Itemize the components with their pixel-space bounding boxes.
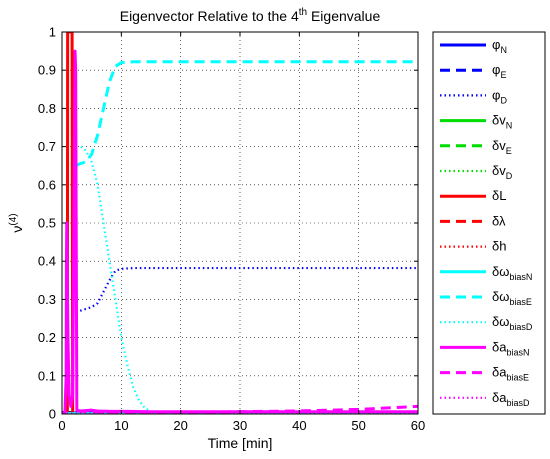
legend-label-4: δvE [492, 138, 512, 156]
legend-label-5: δvD [492, 163, 513, 181]
legend-label-base: δω [492, 264, 509, 279]
legend-label-base: δh [492, 239, 506, 254]
legend-label-12: δabiasN [492, 339, 529, 357]
legend-label-base: δω [492, 289, 509, 304]
legend-label-sub: biasE [509, 297, 532, 307]
legend-label-3: δvN [492, 113, 512, 131]
legend-label-1: φE [492, 62, 506, 80]
legend-label-base: φ [492, 87, 500, 102]
legend-box [432, 31, 546, 415]
legend-label-base: δa [492, 390, 507, 405]
x-tick-label: 30 [233, 418, 247, 433]
legend-label-sub: D [506, 171, 513, 181]
y-tick-label: 0.6 [38, 177, 56, 192]
legend-label-base: φ [492, 62, 500, 77]
legend-label-base: δv [492, 113, 506, 128]
y-tick-label: 0.9 [38, 63, 56, 78]
legend-label-base: φ [492, 37, 500, 52]
x-axis-label: Time [min] [208, 435, 273, 451]
legend-label-sub: biasD [509, 322, 533, 332]
legend-label-7: δλ [492, 213, 506, 228]
y-axis-label-base: ν [9, 226, 25, 233]
y-tick-label: 0.2 [38, 330, 56, 345]
legend-label-sub: D [500, 95, 507, 105]
legend-label-sub: biasN [509, 272, 532, 282]
legend-label-sub: E [506, 146, 512, 156]
legend-label-10: δωbiasE [492, 289, 532, 307]
legend-label-base: δv [492, 163, 506, 178]
chart-title: Eigenvector Relative to the 4th Eigenval… [120, 7, 381, 24]
legend-label-9: δωbiasN [492, 264, 532, 282]
legend: φNφEφDδvNδvEδvDδLδλδhδωbiasNδωbiasEδωbia… [432, 31, 546, 415]
x-tick-label: 40 [292, 418, 306, 433]
legend-label-14: δabiasD [492, 390, 530, 408]
legend-label-base: δa [492, 339, 507, 354]
legend-label-8: δh [492, 239, 506, 254]
legend-label-13: δabiasE [492, 365, 529, 383]
y-axis-label-sup: (4) [8, 213, 19, 225]
legend-label-0: φN [492, 37, 507, 55]
legend-label-base: δL [492, 188, 506, 203]
y-tick-label: 0 [49, 407, 56, 422]
legend-label-base: δω [492, 314, 509, 329]
grid-lines [62, 32, 418, 414]
series-line-10 [75, 60, 418, 168]
legend-label-sub: biasD [506, 398, 530, 408]
legend-label-base: δv [492, 138, 506, 153]
x-tick-label: 50 [351, 418, 365, 433]
x-tick-label: 10 [114, 418, 128, 433]
chart-title-suffix: Eigenvalue [307, 8, 380, 24]
y-tick-label: 0.3 [38, 292, 56, 307]
legend-label-sub: E [500, 70, 506, 80]
legend-label-2: φD [492, 87, 507, 105]
y-tick-label: 0.7 [38, 139, 56, 154]
axis-ticks: 0 10 20 30 40 50 60 0 0.1 0.2 0.3 0.4 0.5 0.6 0.7 0.8 0.… [38, 25, 425, 434]
x-tick-label: 60 [411, 418, 425, 433]
legend-label-6: δL [492, 188, 506, 203]
x-tick-label: 0 [58, 418, 65, 433]
y-tick-label: 0.1 [38, 368, 56, 383]
series-line-2 [75, 266, 418, 312]
y-tick-label: 0.5 [38, 216, 56, 231]
legend-label-sub: N [506, 121, 513, 131]
y-axis-label: ν(4) [8, 213, 25, 232]
legend-label-base: δa [492, 365, 507, 380]
chart-title-prefix: Eigenvector Relative to the 4 [120, 8, 299, 24]
legend-label-base: δλ [492, 213, 506, 228]
y-tick-label: 1 [49, 25, 56, 40]
legend-label-11: δωbiasD [492, 314, 533, 332]
chart-title-sup: th [299, 7, 307, 18]
y-tick-label: 0.8 [38, 101, 56, 116]
series-line-6 [65, 32, 75, 414]
legend-label-sub: biasE [506, 373, 529, 383]
x-tick-label: 20 [173, 418, 187, 433]
legend-label-sub: biasN [506, 347, 529, 357]
legend-label-sub: N [500, 45, 507, 55]
y-tick-label: 0.4 [38, 254, 56, 269]
